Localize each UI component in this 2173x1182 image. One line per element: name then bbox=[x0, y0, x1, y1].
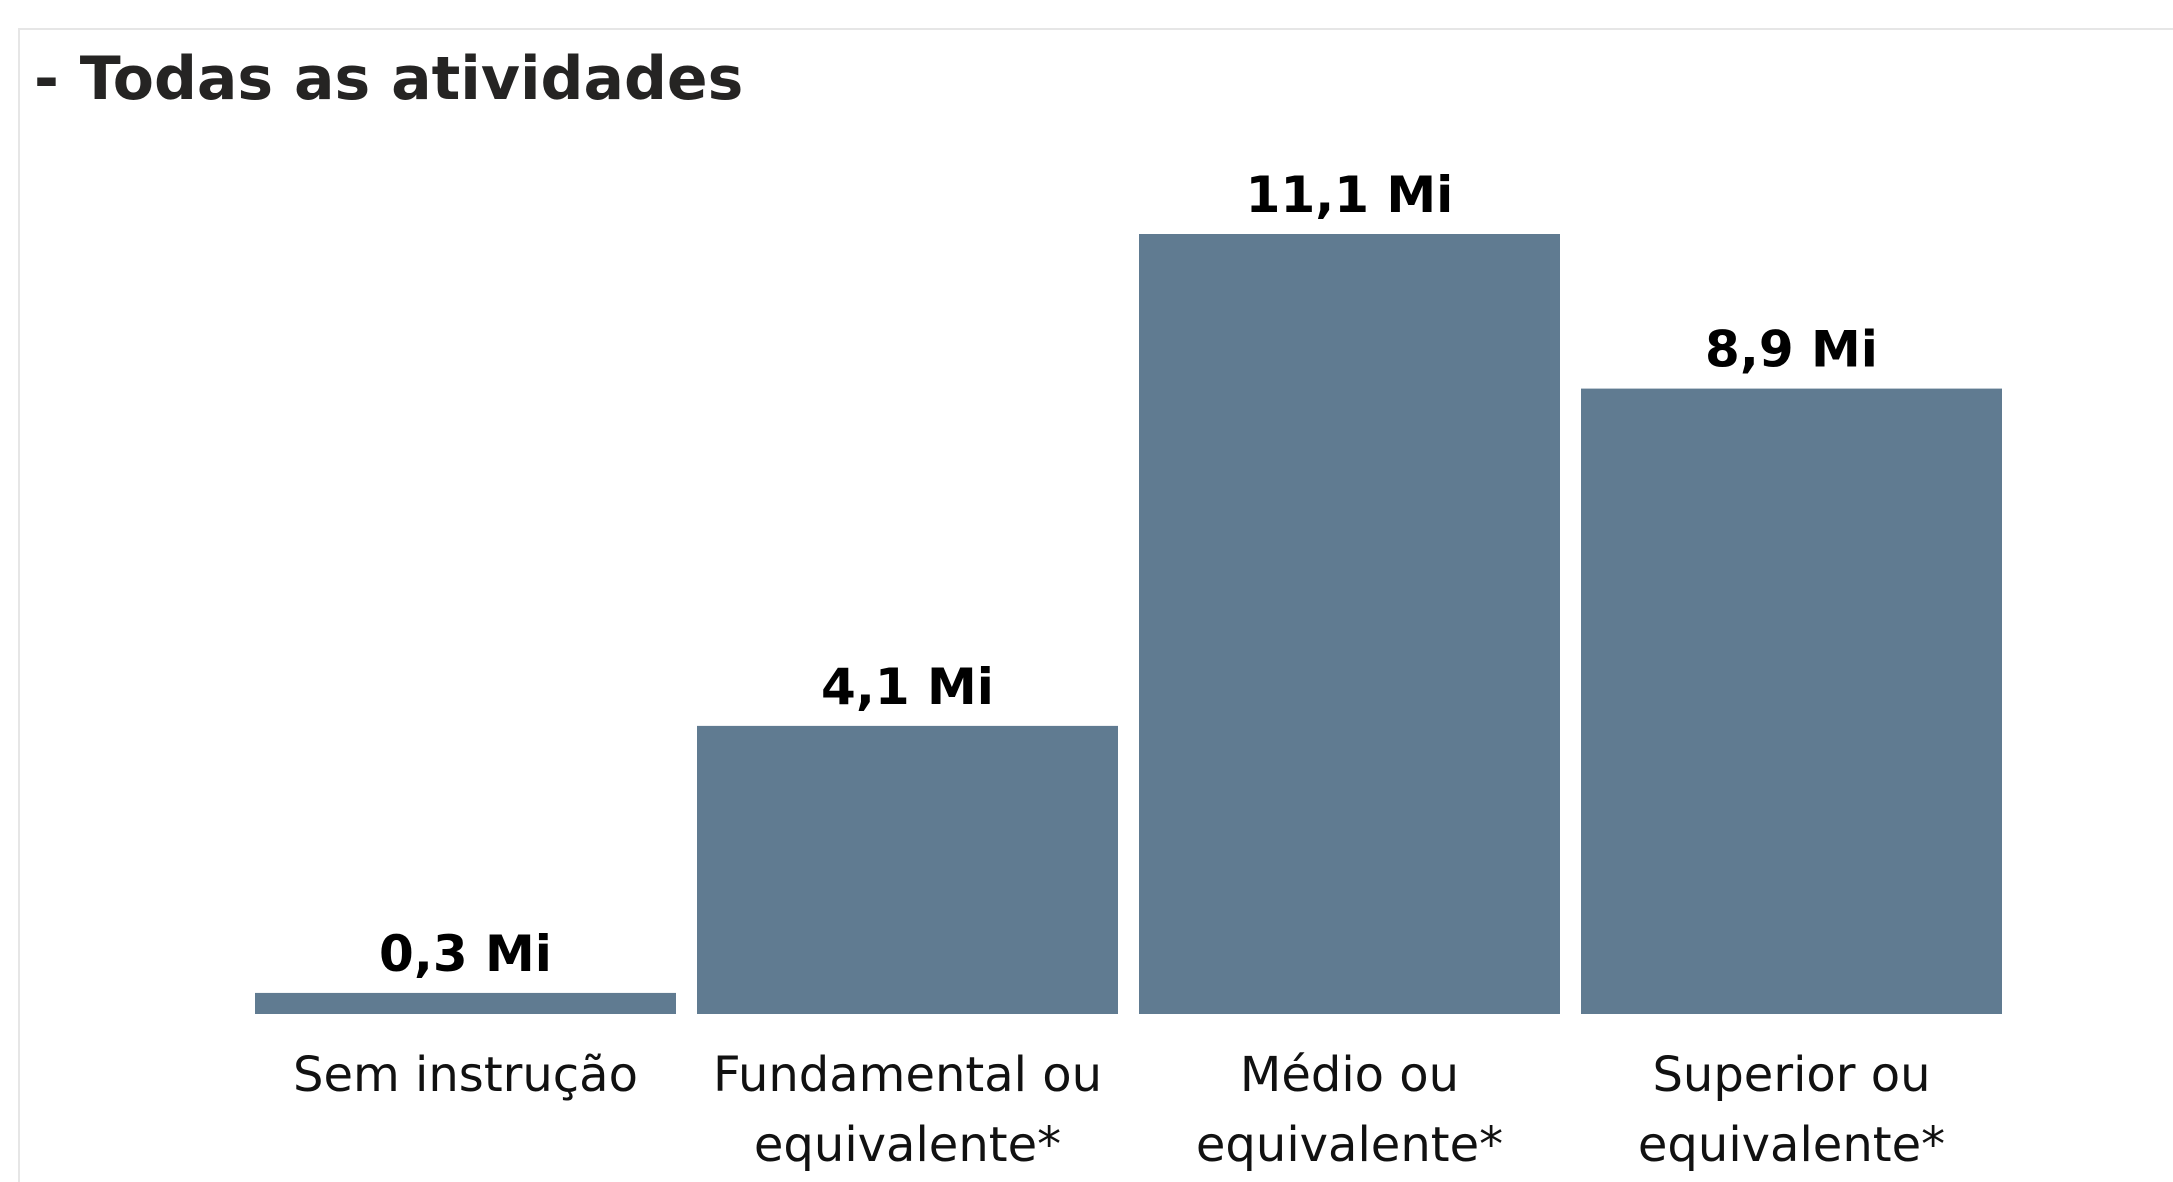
value-label: 4,1 Mi bbox=[821, 658, 994, 716]
x-tick-label: Sem instrução bbox=[293, 1047, 638, 1103]
bar bbox=[697, 725, 1118, 1014]
chart-title: - Todas as atividades bbox=[34, 44, 744, 114]
bar bbox=[1139, 234, 1560, 1014]
visual-frame bbox=[18, 28, 2173, 1182]
bar bbox=[1581, 388, 2002, 1014]
value-label: 8,9 Mi bbox=[1705, 321, 1878, 379]
value-label: 0,3 Mi bbox=[379, 925, 552, 983]
x-tick-label: Médio ou equivalente* bbox=[1195, 1047, 1504, 1173]
x-tick-label: Superior ou equivalente* bbox=[1637, 1047, 1946, 1173]
bar bbox=[255, 992, 676, 1014]
x-tick-label: Fundamental ou equivalente* bbox=[712, 1047, 1103, 1173]
value-label: 11,1 Mi bbox=[1246, 166, 1454, 224]
